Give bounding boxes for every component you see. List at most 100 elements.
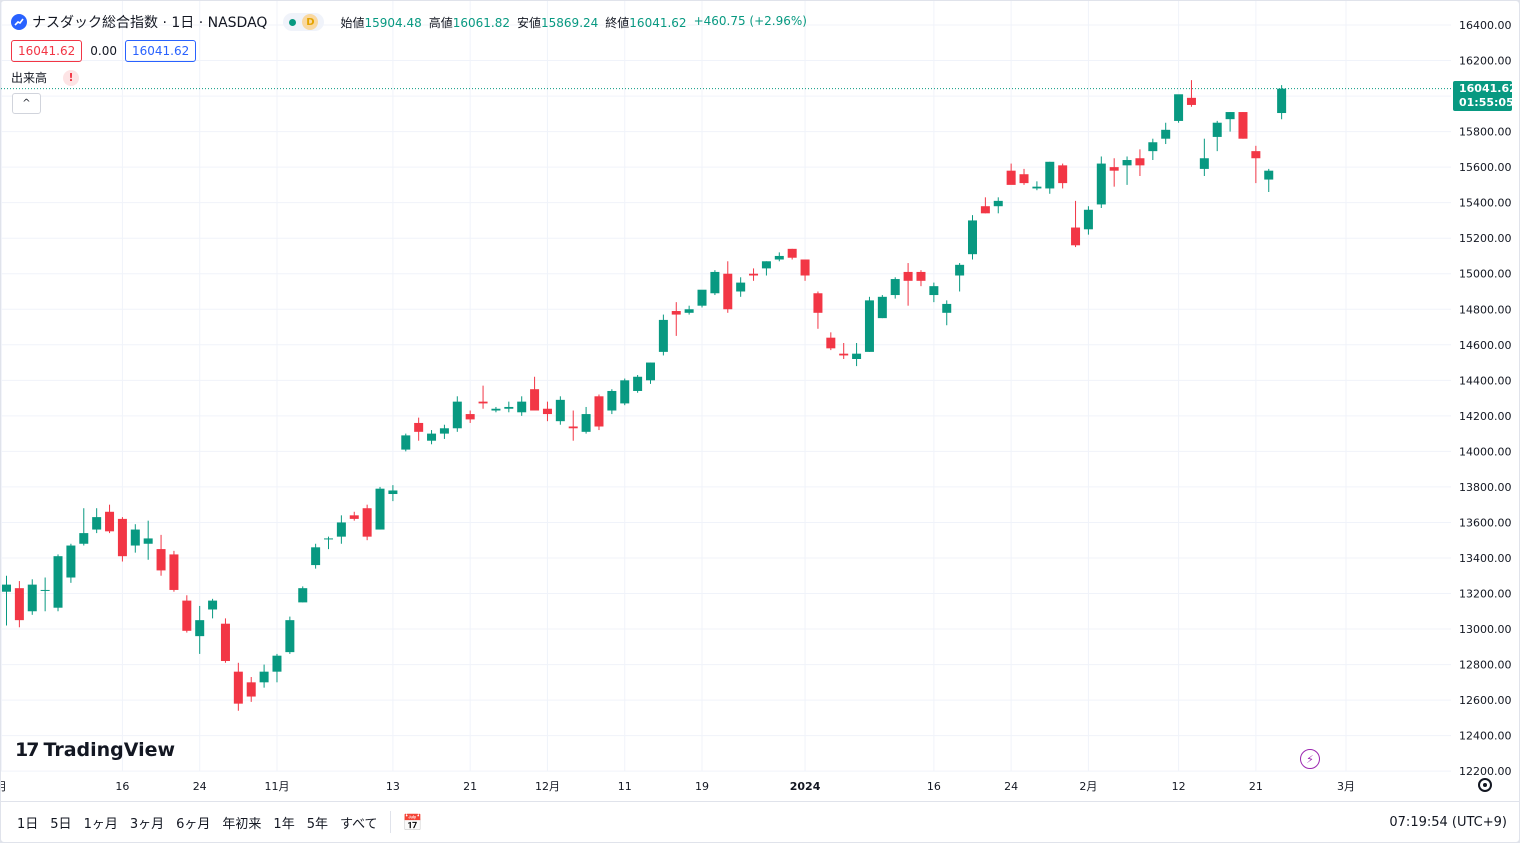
candle-body (710, 271, 720, 294)
timeframe-all[interactable]: すべて (339, 816, 378, 832)
price-tick-label: 12600.00 (1459, 694, 1512, 707)
candle (813, 291, 823, 329)
timeframe-1m[interactable]: 1ヶ月 (83, 816, 118, 832)
candle-body (388, 490, 398, 495)
candle (826, 332, 836, 351)
candle-body (259, 671, 269, 683)
timeframe-5y[interactable]: 5年 (306, 816, 328, 832)
sell-button[interactable]: 16041.62 (11, 40, 83, 62)
candle (156, 534, 166, 576)
candle (1186, 80, 1196, 107)
candle-body (1096, 163, 1106, 205)
candle (710, 270, 720, 296)
price-tick-label: 13200.00 (1459, 588, 1512, 601)
candle (955, 263, 965, 292)
time-axis: 月 16 24 11月 13 21 12月 11 19 2024 16 24 2月 12 21 3月 (1, 780, 1355, 793)
price-tick-label: 15400.00 (1459, 197, 1512, 210)
warning-icon[interactable]: ! (63, 69, 80, 86)
delayed-data-icon: D (302, 14, 319, 30)
candle (903, 263, 913, 306)
timeframe-1y[interactable]: 1年 (273, 816, 295, 832)
timeframe-5d[interactable]: 5日 (50, 816, 72, 832)
candle (1225, 112, 1235, 132)
candle-body (324, 538, 333, 540)
candle-body (504, 406, 514, 409)
ohlc-close-label: 終値 (605, 15, 630, 30)
price-tick-label: 14000.00 (1459, 445, 1512, 458)
candle (1071, 200, 1081, 248)
candle-body (993, 200, 1003, 207)
candle (79, 508, 89, 546)
candle (169, 550, 179, 592)
candle (182, 595, 192, 633)
candle (1019, 168, 1029, 185)
symbol-title[interactable]: ナスダック総合指数 · 1日 · NASDAQ (32, 15, 268, 31)
timeframe-3m[interactable]: 3ヶ月 (129, 816, 165, 832)
candle (143, 520, 153, 560)
candle-body (1032, 186, 1042, 189)
candle (530, 376, 540, 411)
candle (736, 277, 746, 297)
candle (633, 374, 643, 393)
candle-body (774, 255, 784, 260)
ohlc-change-value: +460.75 (+2.96%) (693, 13, 807, 28)
candle-body (182, 600, 192, 631)
price-axis: 12200.00 12400.00 12600.00 12800.00 13000.00… (1459, 19, 1512, 778)
tradingview-logo[interactable]: 17 TradingView (15, 739, 175, 761)
candle-body (1238, 112, 1248, 139)
candle (117, 517, 127, 562)
candle (195, 605, 205, 654)
price-tick-label: 13600.00 (1459, 516, 1512, 529)
volume-indicator-legend[interactable]: 出来高 ! (11, 69, 80, 86)
candle (478, 385, 488, 409)
candle (1058, 163, 1068, 189)
timeframe-6m[interactable]: 6ヶ月 (176, 816, 211, 832)
timeframe-1d[interactable]: 1日 (17, 816, 39, 832)
candle (336, 515, 346, 544)
candle (504, 401, 514, 413)
date-range-icon[interactable]: 📅 (402, 812, 423, 832)
candle (697, 289, 707, 308)
buy-button[interactable]: 16041.62 (124, 40, 197, 62)
collapse-legend-button[interactable]: ^ (12, 93, 41, 114)
candle-body (375, 488, 385, 530)
price-tick-label: 15600.00 (1459, 161, 1512, 174)
lightning-icon[interactable]: ⚡ (1300, 749, 1320, 769)
candle-body (349, 515, 359, 519)
candle (1277, 85, 1287, 120)
candle (246, 676, 256, 702)
candle (594, 394, 604, 431)
candle-body (401, 435, 411, 450)
timeframe-ytd[interactable]: 年初来 (222, 816, 262, 832)
time-tick-label: 月 (1, 780, 7, 793)
toolbar-divider (389, 811, 391, 833)
candle-body (156, 549, 166, 571)
price-chart[interactable]: 12200.00 12400.00 12600.00 12800.00 13000.00… (1, 1, 1519, 801)
time-tick-label: 21 (463, 780, 477, 793)
candle-body (877, 296, 887, 319)
price-tick-label: 12400.00 (1459, 730, 1512, 743)
candle (66, 543, 76, 583)
tradingview-logo-icon: 17 (15, 739, 39, 761)
candle-body (491, 408, 501, 411)
candle-body (852, 353, 862, 359)
candle (1006, 163, 1016, 185)
candle-body (2, 584, 11, 592)
candle-body (40, 589, 50, 591)
candle (285, 616, 295, 654)
candle (27, 579, 37, 615)
time-tick-label: 19 (695, 780, 709, 793)
candle (427, 430, 437, 445)
candle (968, 215, 977, 260)
candle-body (1277, 88, 1287, 114)
axis-settings-icon[interactable] (1478, 778, 1492, 792)
candlestick-series (2, 80, 1287, 711)
market-open-dot-icon (289, 18, 297, 26)
candle (1174, 94, 1184, 123)
market-status-badge[interactable]: D (283, 13, 325, 31)
candle-body (465, 414, 475, 420)
timezone-clock[interactable]: 07:19:54 (UTC+9) (1389, 814, 1507, 830)
candle-body (14, 588, 24, 621)
candle (388, 485, 398, 502)
candle-body (697, 289, 707, 306)
